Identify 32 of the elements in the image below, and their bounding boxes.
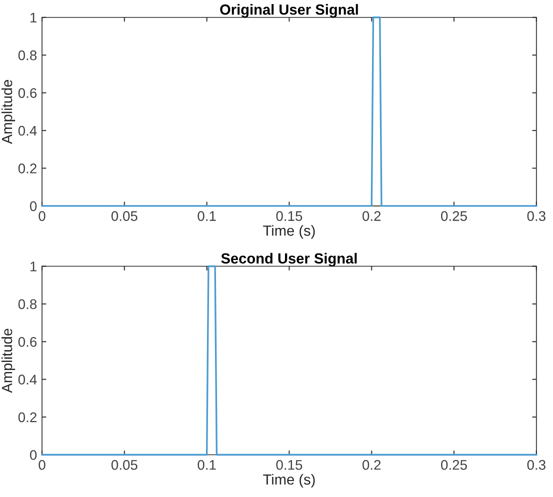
x-axis-title: Time (s) (263, 474, 315, 488)
chart-title: Second User Signal (221, 252, 357, 267)
y-tick-label: 1 (30, 12, 36, 22)
x-tick-label: 0.3 (527, 460, 546, 470)
y-tick-label: 0.8 (18, 299, 37, 310)
x-tick-label: 0 (38, 211, 46, 221)
chart-title: Original User Signal (220, 4, 358, 18)
y-tick-label: 0.6 (18, 88, 37, 98)
y-tick-label: 0 (30, 201, 37, 212)
x-axis-title: Time (s) (263, 225, 315, 239)
y-axis-title: Amplitude (1, 328, 16, 393)
y-tick-label: 0.4 (18, 374, 37, 385)
y-tick-label: 0.8 (18, 50, 37, 60)
x-tick-label: 0.05 (111, 211, 138, 221)
x-tick-label: 0 (38, 460, 46, 470)
y-tick-label: 0 (30, 450, 37, 460)
x-tick-label: 0.2 (362, 211, 381, 221)
x-tick-label: 0.15 (276, 460, 302, 470)
x-tick-label: 0.1 (198, 460, 216, 470)
x-tick-label: 0.25 (441, 211, 467, 221)
y-tick-label: 0.6 (18, 336, 37, 347)
y-tick-label: 0.2 (18, 412, 36, 422)
x-tick-label: 0.3 (527, 211, 546, 221)
x-tick-label: 0.25 (441, 460, 467, 470)
x-tick-label: 0.1 (198, 211, 216, 221)
x-tick-label: 0.2 (362, 460, 381, 470)
x-tick-label: 0.05 (111, 460, 138, 470)
x-tick-label: 0.15 (276, 211, 302, 221)
y-tick-label: 0.4 (18, 126, 37, 136)
y-tick-label: 0.2 (18, 164, 36, 174)
y-tick-label: 1 (30, 262, 36, 272)
y-axis-title: Amplitude (1, 80, 16, 144)
